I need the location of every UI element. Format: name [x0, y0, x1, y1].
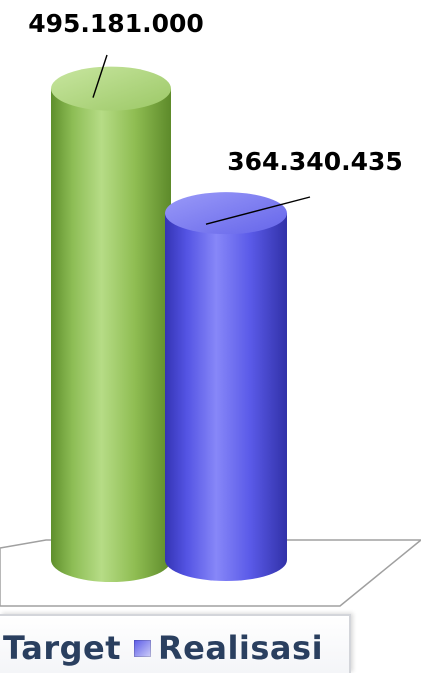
legend-item-realisasi: Realisasi	[134, 628, 323, 668]
data-label-realisasi: 364.340.435	[227, 147, 403, 176]
bar-realisasi-body	[165, 213, 287, 581]
leader-line-realisasi	[205, 196, 311, 225]
legend-label-realisasi: Realisasi	[158, 629, 324, 667]
chart-plot: 495.181.000 364.340.435	[0, 9, 421, 607]
bar-realisasi	[165, 192, 287, 581]
bar-target-top	[51, 66, 171, 111]
data-label-target: 495.181.000	[28, 9, 204, 38]
chart-legend: Target Realisasi	[0, 614, 351, 673]
legend-label-target: Target	[3, 629, 121, 667]
bar-target	[51, 66, 171, 582]
legend-item-target: Target	[0, 628, 121, 668]
legend-swatch-realisasi	[134, 639, 151, 657]
bar-realisasi-top	[165, 192, 287, 235]
leader-line-target	[92, 54, 108, 98]
bar-target-body	[51, 88, 171, 582]
